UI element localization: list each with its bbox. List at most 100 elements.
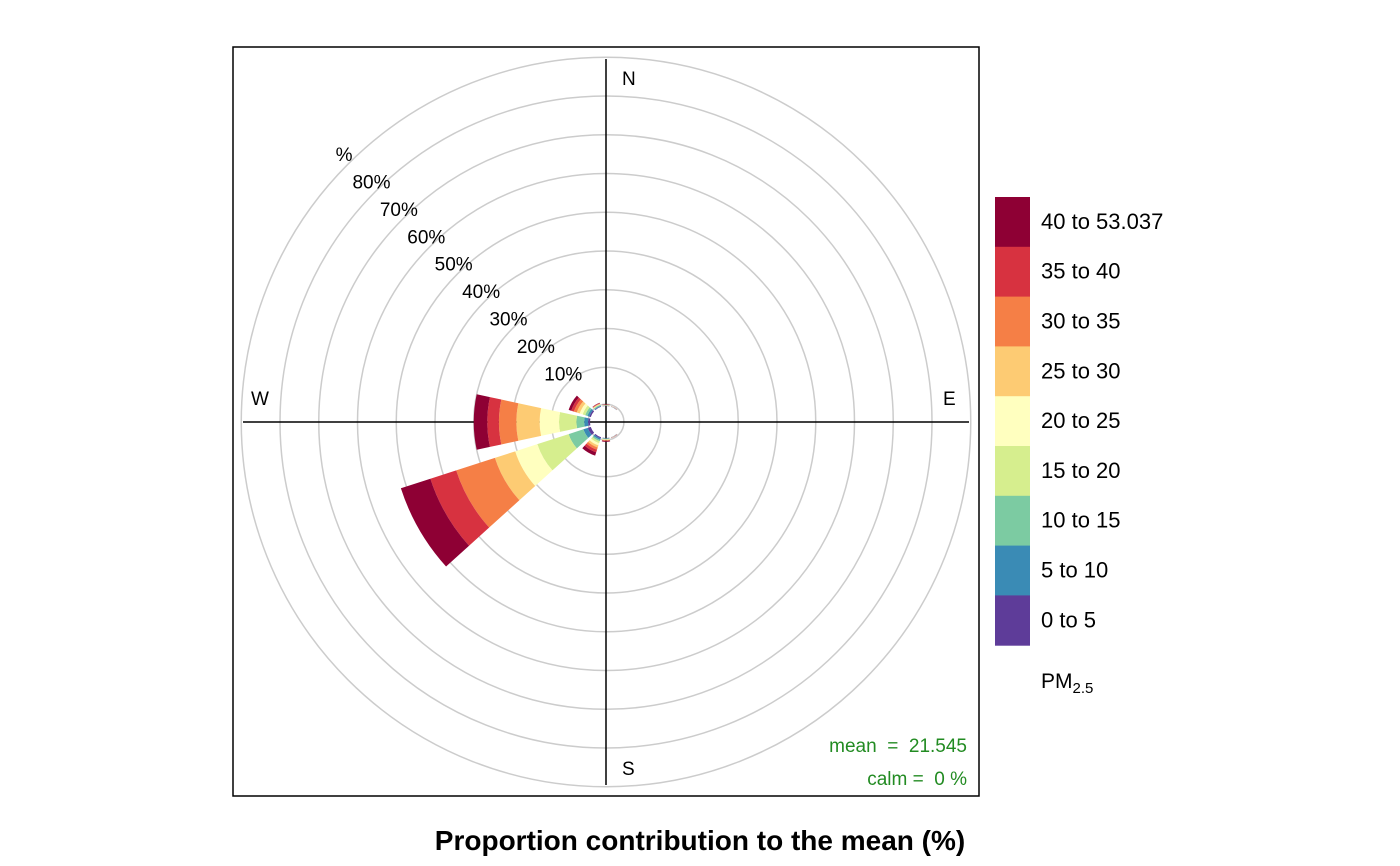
legend-label-9: 0 to 5 xyxy=(1041,607,1096,632)
legend-swatch-5 xyxy=(995,396,1030,447)
sector-210-band-7 xyxy=(586,441,598,450)
sector-240-band-1 xyxy=(587,426,595,435)
radial-tick-label-5: 50% xyxy=(435,255,473,276)
chart-title: Proportion contribution to the mean (%) xyxy=(435,825,965,856)
legend-label-2: 35 to 40 xyxy=(1041,259,1121,284)
sector-0-band-8 xyxy=(602,404,610,406)
sector-0-band-5 xyxy=(602,405,610,406)
sector-330-band-8 xyxy=(592,403,601,408)
sector-0deg xyxy=(602,404,610,407)
compass-east: E xyxy=(943,389,956,410)
sector-210-band-2 xyxy=(593,434,601,440)
sector-180-band-5 xyxy=(602,439,610,440)
sector-210-band-1 xyxy=(594,433,602,439)
sector-300-band-7 xyxy=(573,399,584,413)
sector-330-band-4 xyxy=(593,404,601,409)
sector-210-band-9 xyxy=(582,445,597,456)
compass-north: N xyxy=(622,69,636,90)
sector-330-band-5 xyxy=(593,404,601,409)
sector-270deg xyxy=(473,394,591,450)
legend-title-main: PM xyxy=(1041,670,1073,693)
legend-label-4: 25 to 30 xyxy=(1041,358,1121,383)
sector-210-band-4 xyxy=(591,437,600,444)
sector-180deg xyxy=(601,437,611,442)
sector-30-band-1 xyxy=(610,406,617,411)
sector-150-band-9 xyxy=(611,434,618,439)
sector-270-band-6 xyxy=(516,403,542,441)
sector-300deg xyxy=(568,395,595,418)
sector-0-band-3 xyxy=(602,405,610,406)
sector-210-band-5 xyxy=(589,438,600,446)
legend: 40 to 53.037 35 to 40 30 to 35 25 to 30 20 t… xyxy=(995,197,1163,646)
radial-tick-label-4: 40% xyxy=(462,282,500,303)
sector-210-band-8 xyxy=(584,443,598,453)
sector-240-band-9 xyxy=(400,478,470,567)
sector-270-band-7 xyxy=(498,399,519,445)
radial-tick-label-8: 80% xyxy=(352,172,390,193)
sector-330-band-7 xyxy=(592,403,601,408)
sector-300-band-6 xyxy=(576,401,586,414)
legend-label-5: 20 to 25 xyxy=(1041,408,1121,433)
sector-30deg xyxy=(610,405,618,411)
sector-270-band-1 xyxy=(588,418,591,426)
sector-0-band-2 xyxy=(602,405,610,407)
sector-180-band-3 xyxy=(602,438,610,440)
sector-240-band-6 xyxy=(494,451,536,501)
sector-270-band-2 xyxy=(584,417,589,427)
legend-label-1: 40 to 53.037 xyxy=(1041,209,1163,234)
sector-240-band-7 xyxy=(456,457,520,528)
radial-tick-label-1: 10% xyxy=(544,364,582,385)
radial-tick-labels: 10% 20% 30% 40% 50% 60% 70% 80%% xyxy=(336,145,583,385)
sector-330-band-3 xyxy=(593,404,601,410)
sector-210deg xyxy=(582,433,602,456)
sector-300-band-2 xyxy=(587,408,593,417)
plot-panel-border xyxy=(232,46,980,797)
sector-210-band-3 xyxy=(592,435,601,442)
sector-210-band-6 xyxy=(587,440,599,448)
legend-title-subscript: 2.5 xyxy=(1073,680,1094,697)
sector-0-band-6 xyxy=(602,404,610,406)
sector-270-band-3 xyxy=(576,415,585,429)
sector-180-band-1 xyxy=(602,437,610,439)
sector-240deg xyxy=(400,426,595,567)
sector-0-band-9 xyxy=(602,404,610,405)
sector-150deg xyxy=(610,433,618,439)
compass-axes xyxy=(243,59,969,785)
sector-330deg xyxy=(592,402,602,411)
sector-180-band-9 xyxy=(601,440,611,442)
sector-270-band-4 xyxy=(559,412,578,432)
sector-240-band-5 xyxy=(515,444,553,486)
legend-swatch-1 xyxy=(995,197,1030,248)
legend-swatch-4 xyxy=(995,346,1030,397)
calm-stat: calm = 0 % xyxy=(867,769,967,790)
sector-270-band-9 xyxy=(473,394,490,450)
sector-330-band-1 xyxy=(594,406,602,411)
compass-west: W xyxy=(251,389,269,410)
legend-label-3: 30 to 35 xyxy=(1041,309,1121,334)
sector-0-band-4 xyxy=(602,405,610,406)
legend-label-8: 5 to 10 xyxy=(1041,558,1108,583)
legend-swatch-8 xyxy=(995,545,1030,596)
sector-330-band-9 xyxy=(592,402,600,408)
legend-title: PM2.5 xyxy=(1041,670,1093,697)
radial-tick-label-2: 20% xyxy=(517,337,555,358)
sector-300-band-3 xyxy=(585,407,592,417)
legend-swatch-3 xyxy=(995,296,1030,347)
legend-swatch-2 xyxy=(995,246,1030,298)
legend-swatch-9 xyxy=(995,595,1030,646)
sector-240-band-3 xyxy=(568,429,589,449)
sector-300-band-4 xyxy=(582,405,590,416)
sector-180-band-4 xyxy=(602,438,610,440)
radial-tick-label-3: 30% xyxy=(489,309,527,330)
sector-300-band-8 xyxy=(571,397,581,412)
sector-180-band-6 xyxy=(602,439,610,441)
sector-180-band-7 xyxy=(602,439,610,441)
sector-300-band-9 xyxy=(568,395,579,411)
wind-sectors xyxy=(400,394,618,567)
sector-0-band-1 xyxy=(602,405,610,407)
sector-0-band-7 xyxy=(602,404,610,406)
sector-330-band-6 xyxy=(593,403,601,409)
mean-stat: mean = 21.545 xyxy=(829,736,967,757)
sector-180-band-8 xyxy=(601,440,611,442)
